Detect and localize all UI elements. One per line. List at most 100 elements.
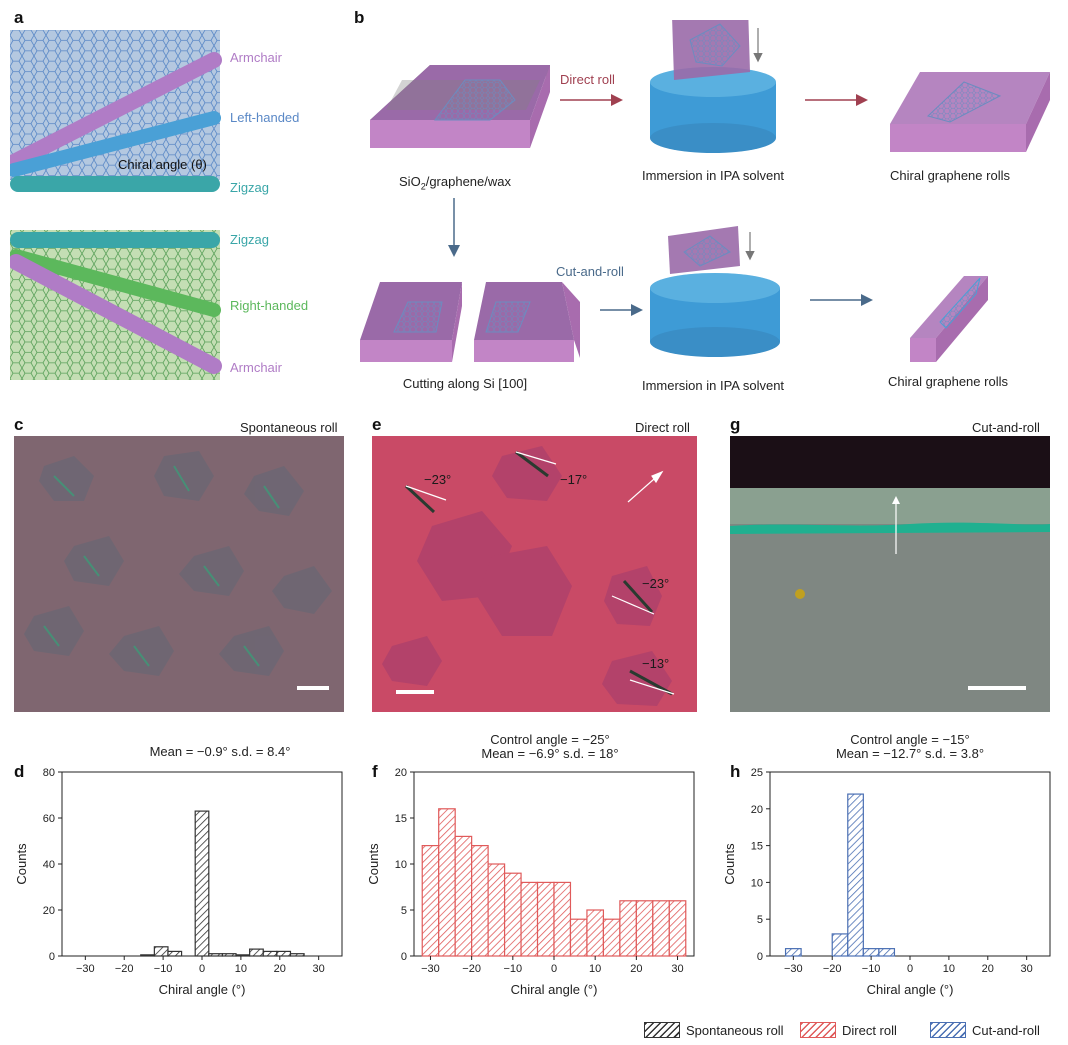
- histogram-h: −30 −20 −10 0 10 20 30 0 5 10 15 20 25 Chiral angle (…: [722, 767, 1051, 997]
- caption-rolls-bottom: Chiral graphene rolls: [888, 374, 1008, 389]
- ytick-label-f-4: 20: [395, 767, 407, 779]
- bar-f-6: [520, 881, 539, 957]
- panel-letter-f: f: [372, 762, 378, 781]
- xtick-label-d-5: 20: [274, 963, 286, 975]
- xtick-label-h-3: 0: [907, 963, 913, 975]
- bar-d-5: [221, 953, 237, 957]
- bar-f-14: [652, 900, 670, 957]
- legend-direct-roll: Direct roll: [800, 1022, 897, 1038]
- ytick-label-h-4: 20: [751, 804, 763, 816]
- ytick-label-h-1: 5: [757, 914, 763, 926]
- angle-label-1: −23°: [424, 472, 452, 487]
- rolled-wafer-bottom: [910, 276, 988, 362]
- xtick-label-d-1: −20: [115, 963, 134, 975]
- panel-letter-g: g: [730, 415, 741, 434]
- label-armchair-top: Armchair: [230, 50, 283, 65]
- caption-rolls-top: Chiral graphene rolls: [890, 168, 1010, 183]
- xtick-label-h-2: −10: [862, 963, 881, 975]
- angle-label-3: −23°: [642, 576, 670, 591]
- bar-f-9: [569, 918, 588, 957]
- bar-d-10: [289, 953, 305, 957]
- cut-wafer-right: [474, 282, 580, 362]
- caption-substrate: SiO2/graphene/wax: [399, 174, 511, 192]
- hist-title-h-line1: Control angle = −15°: [850, 732, 970, 747]
- bar-f-10: [586, 909, 605, 957]
- xtick-label-d-2: −10: [154, 963, 173, 975]
- scale-bar-g: [968, 686, 1026, 690]
- label-direct-roll: Direct roll: [560, 72, 615, 87]
- xtick-label-d-0: −30: [76, 963, 95, 975]
- caption-cutting: Cutting along Si [100]: [402, 376, 528, 391]
- angle-label-2: −17°: [560, 472, 588, 487]
- legend-cut-and-roll: Cut-and-roll: [930, 1022, 1040, 1038]
- micrograph-title-e: Direct roll: [635, 420, 690, 435]
- xtick-label-f-3: 0: [551, 963, 557, 975]
- bar-d-4: [208, 953, 224, 957]
- xlabel-d: Chiral angle (°): [159, 982, 246, 997]
- bar-d-7: [249, 948, 264, 957]
- xtick-label-f-1: −20: [462, 963, 481, 975]
- label-zigzag-top: Zigzag: [230, 180, 270, 195]
- bar-h-2: [847, 793, 864, 957]
- micrograph-title-g: Cut-and-roll: [972, 420, 1040, 435]
- ytick-label-f-2: 10: [395, 859, 407, 871]
- xtick-label-d-3: 0: [199, 963, 205, 975]
- ytick-label-d-2: 40: [43, 859, 55, 871]
- label-chiral-angle: Chiral angle (θ): [118, 157, 207, 172]
- legend-spontaneous-roll: Spontaneous roll: [644, 1022, 784, 1038]
- bar-f-4: [487, 863, 506, 957]
- panel-letter-d: d: [14, 762, 25, 781]
- plot-frame-h: [769, 771, 1051, 957]
- ytick-label-f-3: 15: [395, 813, 407, 825]
- histogram-d: −30 −20 −10 0 10 20 30 0 20 40 60 80 Chiral angle (°…: [14, 767, 343, 997]
- ytick-label-d-4: 80: [43, 767, 55, 779]
- label-zigzag-bottom: Zigzag: [230, 232, 270, 247]
- xtick-label-f-5: 20: [630, 963, 642, 975]
- graphene-lattice-illustration: [10, 30, 222, 380]
- zigzag-roll-bottom: [10, 232, 220, 248]
- ipa-beaker-top: [650, 20, 776, 153]
- bar-h-0: [784, 948, 802, 957]
- hist-title-h-line2: Mean = −12.7° s.d. = 3.8°: [835, 746, 985, 761]
- bar-f-11: [602, 918, 621, 957]
- roll-mark-1: [404, 484, 436, 514]
- xtick-label-d-6: 30: [313, 963, 325, 975]
- armchair-roll-top: [10, 52, 222, 170]
- xtick-label-h-4: 10: [943, 963, 955, 975]
- panel-letter-e: e: [372, 415, 382, 434]
- hist-title-f-line1: Control angle = −25°: [490, 732, 610, 747]
- bar-f-13: [635, 900, 654, 957]
- right-handed-roll: [10, 249, 221, 317]
- xtick-label-h-6: 30: [1021, 963, 1033, 975]
- legend-swatch-cut: [930, 1022, 966, 1038]
- micrograph-direct-roll: [372, 436, 697, 712]
- xtick-label-f-4: 10: [589, 963, 601, 975]
- label-cut-and-roll: Cut-and-roll: [556, 264, 624, 279]
- hist-title-f-line2: Mean = −6.9° s.d. = 18°: [481, 746, 619, 761]
- substrate-wafer: [370, 65, 550, 148]
- ytick-label-d-3: 60: [43, 813, 55, 825]
- caption-immersion-top: Immersion in IPA solvent: [641, 168, 785, 183]
- ylabel-f: Counts: [366, 843, 381, 885]
- bar-d-9: [276, 950, 292, 957]
- panel-letter-b: b: [354, 8, 365, 27]
- roll-mark-2: [515, 450, 549, 478]
- process-schematic: [360, 20, 1050, 362]
- left-handed-roll: [10, 111, 221, 177]
- xtick-label-h-5: 20: [982, 963, 994, 975]
- label-left-handed: Left-handed: [230, 110, 300, 125]
- zigzag-roll-top: [10, 176, 220, 192]
- legend-swatch-direct: [800, 1022, 836, 1038]
- bar-d-3: [194, 810, 210, 957]
- label-armchair-bottom: Armchair: [230, 360, 283, 375]
- bar-d-2: [167, 950, 183, 957]
- ylabel-h: Counts: [722, 843, 737, 885]
- panel-letter-c: c: [14, 415, 24, 434]
- bar-f-2: [454, 835, 473, 957]
- panel-letter-h: h: [730, 762, 741, 781]
- micrograph-spontaneous-roll: [14, 436, 344, 712]
- ytick-label-d-1: 20: [43, 905, 55, 917]
- bar-h-1: [831, 933, 849, 957]
- xlabel-h: Chiral angle (°): [867, 982, 954, 997]
- bar-f-8: [553, 881, 572, 957]
